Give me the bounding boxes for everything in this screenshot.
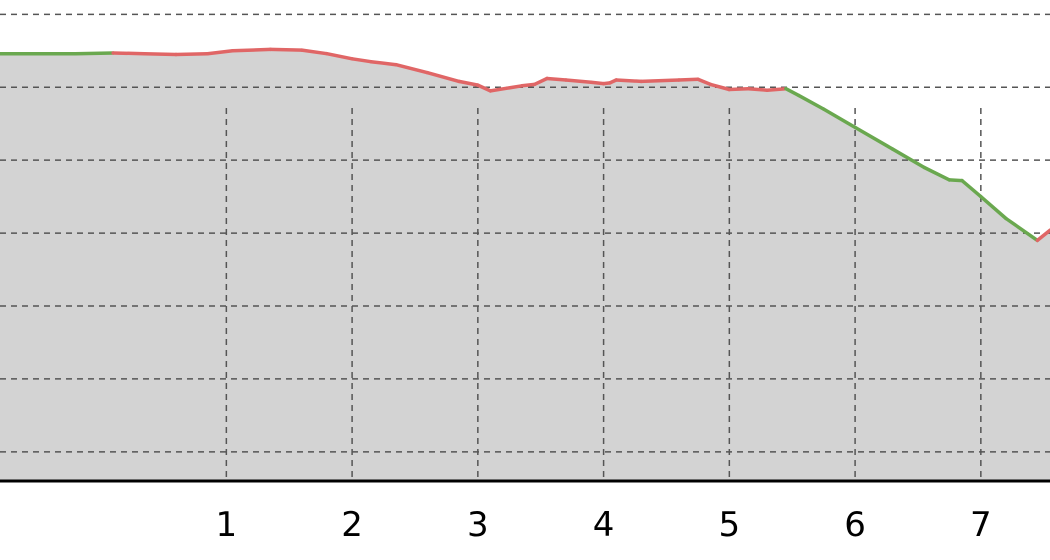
- grid-layer: [0, 13, 1050, 481]
- tick-layer: 1 2 3 4 5 6 7: [216, 505, 992, 545]
- profile-segment-downhill: [960, 178, 983, 199]
- profile-segment-uphill: [564, 78, 593, 84]
- profile-segment-uphill: [532, 76, 549, 87]
- profile-segment-downhill: [821, 107, 857, 130]
- profile-segment-uphill: [520, 82, 537, 88]
- profile-segment-uphill: [142, 51, 178, 57]
- profile-segment-uphill: [696, 77, 713, 87]
- profile-segment-downhill: [73, 51, 115, 56]
- profile-segment-downhill: [784, 86, 801, 98]
- profile-segment-uphill: [639, 78, 681, 84]
- x-tick-label: 6: [844, 505, 866, 545]
- profile-segment-downhill: [947, 178, 964, 183]
- profile-segment-uphill: [111, 51, 147, 56]
- profile-segment-uphill: [205, 49, 235, 56]
- profile-segment-uphill: [545, 76, 568, 82]
- x-tick-label: 1: [216, 505, 238, 545]
- x-tick-label: 5: [719, 505, 741, 545]
- area-layer: [0, 49, 1050, 482]
- profile-segment-uphill: [300, 48, 329, 56]
- elevation-area: [0, 49, 1050, 482]
- profile-segment-uphill: [369, 59, 398, 67]
- profile-segment-uphill: [174, 51, 210, 57]
- x-tick-label: 2: [341, 505, 363, 545]
- profile-segment-uphill: [677, 77, 700, 82]
- profile-segment-downhill: [979, 194, 1008, 221]
- profile-segment-downhill: [796, 93, 826, 111]
- profile-segment-uphill: [727, 86, 750, 92]
- profile-segment-uphill: [1035, 228, 1050, 243]
- profile-segment-uphill: [765, 86, 788, 92]
- line-layer: [0, 47, 1050, 243]
- profile-segment-uphill: [325, 51, 354, 61]
- profile-segment-uphill: [476, 83, 493, 93]
- x-tick-label: 7: [970, 505, 992, 545]
- profile-segment-uphill: [708, 82, 732, 92]
- profile-segment-uphill: [394, 62, 430, 75]
- profile-segment-uphill: [746, 86, 769, 92]
- profile-segment-uphill: [589, 80, 606, 86]
- profile-segment-downhill: [853, 125, 895, 151]
- profile-segment-downhill: [1004, 216, 1040, 243]
- profile-segment-uphill: [457, 79, 480, 87]
- profile-segment-uphill: [614, 78, 644, 84]
- profile-segment-uphill: [268, 47, 304, 52]
- profile-segment-downhill: [891, 147, 927, 170]
- profile-segment-uphill: [488, 84, 524, 93]
- profile-segment-downhill: [922, 165, 952, 182]
- profile-segment-uphill: [425, 70, 461, 84]
- profile-segment-uphill: [230, 47, 273, 53]
- profile-segment-uphill: [350, 57, 373, 64]
- x-tick-label: 4: [593, 505, 615, 545]
- x-tick-label: 3: [467, 505, 489, 545]
